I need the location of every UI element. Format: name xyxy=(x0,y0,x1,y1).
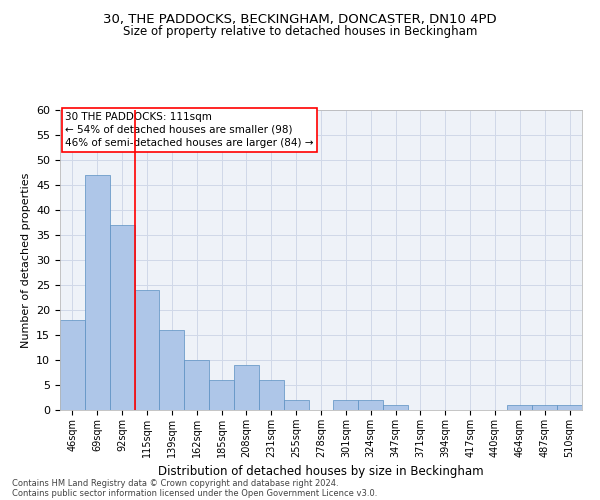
Bar xyxy=(85,175,110,410)
Text: Size of property relative to detached houses in Beckingham: Size of property relative to detached ho… xyxy=(123,25,477,38)
X-axis label: Distribution of detached houses by size in Beckingham: Distribution of detached houses by size … xyxy=(158,466,484,478)
Bar xyxy=(284,400,308,410)
Bar xyxy=(334,400,358,410)
Text: 30, THE PADDOCKS, BECKINGHAM, DONCASTER, DN10 4PD: 30, THE PADDOCKS, BECKINGHAM, DONCASTER,… xyxy=(103,12,497,26)
Bar xyxy=(134,290,160,410)
Bar xyxy=(209,380,234,410)
Text: Contains public sector information licensed under the Open Government Licence v3: Contains public sector information licen… xyxy=(12,488,377,498)
Bar xyxy=(110,225,134,410)
Text: 30 THE PADDOCKS: 111sqm
← 54% of detached houses are smaller (98)
46% of semi-de: 30 THE PADDOCKS: 111sqm ← 54% of detache… xyxy=(65,112,314,148)
Text: Contains HM Land Registry data © Crown copyright and database right 2024.: Contains HM Land Registry data © Crown c… xyxy=(12,478,338,488)
Bar xyxy=(532,405,557,410)
Y-axis label: Number of detached properties: Number of detached properties xyxy=(20,172,31,348)
Bar xyxy=(259,380,284,410)
Bar xyxy=(60,320,85,410)
Bar xyxy=(358,400,383,410)
Bar xyxy=(234,365,259,410)
Bar xyxy=(383,405,408,410)
Bar xyxy=(160,330,184,410)
Bar xyxy=(508,405,532,410)
Bar xyxy=(557,405,582,410)
Bar xyxy=(184,360,209,410)
